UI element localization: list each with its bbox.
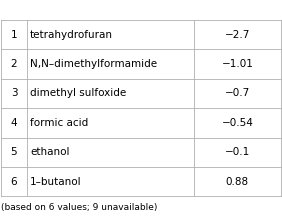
Text: 2: 2 <box>11 59 17 69</box>
Text: −0.1: −0.1 <box>225 147 250 157</box>
Text: 5: 5 <box>11 147 17 157</box>
Text: −0.7: −0.7 <box>225 89 250 99</box>
Text: 0.88: 0.88 <box>226 177 249 187</box>
Text: −2.7: −2.7 <box>225 30 250 40</box>
Text: N,N–dimethylformamide: N,N–dimethylformamide <box>30 59 157 69</box>
Text: tetrahydrofuran: tetrahydrofuran <box>30 30 113 40</box>
Text: dimethyl sulfoxide: dimethyl sulfoxide <box>30 89 126 99</box>
Text: −1.01: −1.01 <box>221 59 253 69</box>
Text: 1: 1 <box>11 30 17 40</box>
Text: formic acid: formic acid <box>30 118 88 128</box>
Text: 4: 4 <box>11 118 17 128</box>
Text: (based on 6 values; 9 unavailable): (based on 6 values; 9 unavailable) <box>1 203 158 212</box>
Text: 6: 6 <box>11 177 17 187</box>
Text: 3: 3 <box>11 89 17 99</box>
Text: −0.54: −0.54 <box>221 118 253 128</box>
Text: ethanol: ethanol <box>30 147 69 157</box>
Text: 1–butanol: 1–butanol <box>30 177 81 187</box>
